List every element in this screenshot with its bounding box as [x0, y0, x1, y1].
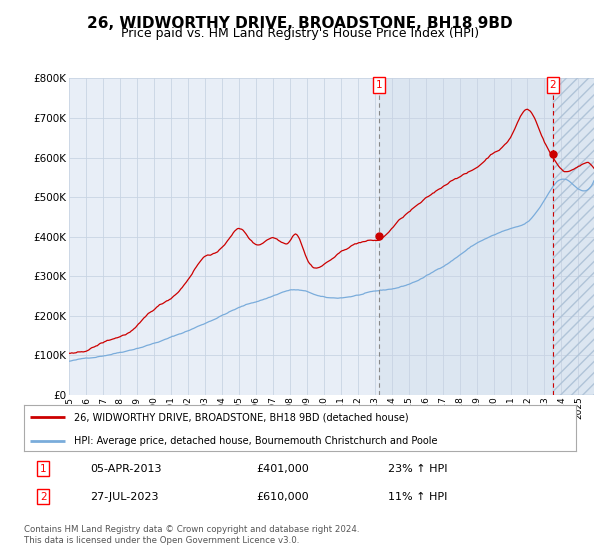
Text: Contains HM Land Registry data © Crown copyright and database right 2024.
This d: Contains HM Land Registry data © Crown c…: [24, 525, 359, 545]
Text: 11% ↑ HPI: 11% ↑ HPI: [388, 492, 448, 502]
Bar: [553, 78, 595, 395]
Bar: [379, 78, 595, 395]
Text: 26, WIDWORTHY DRIVE, BROADSTONE, BH18 9BD (detached house): 26, WIDWORTHY DRIVE, BROADSTONE, BH18 9B…: [74, 412, 409, 422]
Text: 27-JUL-2023: 27-JUL-2023: [90, 492, 159, 502]
Text: £610,000: £610,000: [256, 492, 308, 502]
Text: 23% ↑ HPI: 23% ↑ HPI: [388, 464, 448, 474]
Text: 1: 1: [376, 80, 382, 90]
Text: £401,000: £401,000: [256, 464, 308, 474]
Text: 1: 1: [40, 464, 47, 474]
Text: HPI: Average price, detached house, Bournemouth Christchurch and Poole: HPI: Average price, detached house, Bour…: [74, 436, 437, 446]
Text: 2: 2: [550, 80, 556, 90]
Text: Price paid vs. HM Land Registry's House Price Index (HPI): Price paid vs. HM Land Registry's House …: [121, 27, 479, 40]
Text: 26, WIDWORTHY DRIVE, BROADSTONE, BH18 9BD: 26, WIDWORTHY DRIVE, BROADSTONE, BH18 9B…: [87, 16, 513, 31]
Text: 05-APR-2013: 05-APR-2013: [90, 464, 162, 474]
Text: 2: 2: [40, 492, 47, 502]
